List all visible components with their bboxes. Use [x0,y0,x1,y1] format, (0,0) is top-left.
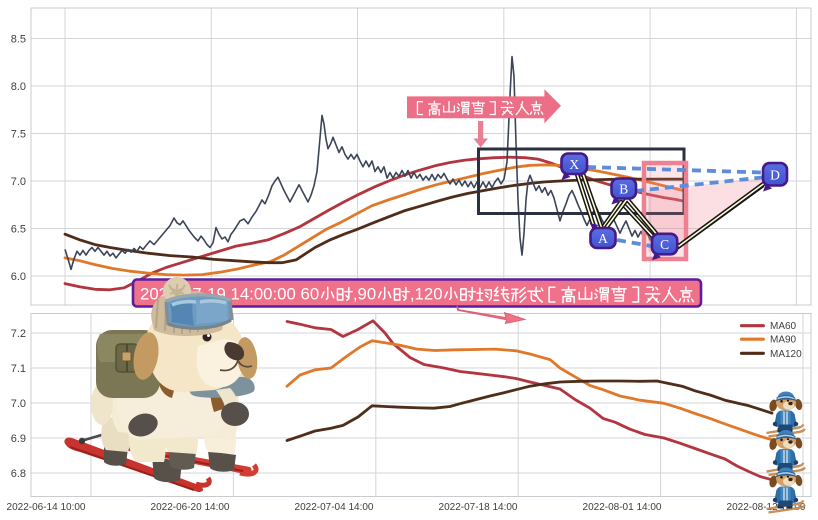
svg-text:MA60: MA60 [770,321,797,332]
svg-text:,120: ,120 [410,285,443,304]
svg-text:7.2: 7.2 [11,328,26,340]
svg-text:2022-08-12 14:00: 2022-08-12 14:00 [727,502,806,513]
svg-text:8.0: 8.0 [11,81,26,93]
svg-text:X: X [569,157,579,172]
svg-text:7.5: 7.5 [11,129,26,141]
svg-text:8.5: 8.5 [11,34,26,46]
svg-text:,90: ,90 [353,285,376,304]
svg-text:B: B [619,182,628,197]
svg-text:MA90: MA90 [770,335,797,346]
svg-text:D: D [770,167,780,182]
svg-text:C: C [660,237,669,252]
svg-text:2022-07-04 14:00: 2022-07-04 14:00 [295,502,374,513]
svg-text:6.8: 6.8 [11,468,26,480]
svg-text:6.5: 6.5 [11,224,26,236]
svg-text:7.1: 7.1 [11,363,26,375]
svg-text:6.0: 6.0 [11,271,26,283]
svg-text:2022-08-01 14:00: 2022-08-01 14:00 [583,502,662,513]
svg-text:6.9: 6.9 [11,433,26,445]
svg-text:2022-06-20 14:00: 2022-06-20 14:00 [151,502,230,513]
svg-text:2022-07-18 14:00: 2022-07-18 14:00 [439,502,518,513]
svg-text:A: A [598,231,608,246]
svg-text:2022-06-14 10:00: 2022-06-14 10:00 [7,502,86,513]
svg-text:7.0: 7.0 [11,398,26,410]
svg-text:MA120: MA120 [770,349,802,360]
svg-text:7.0: 7.0 [11,176,26,188]
